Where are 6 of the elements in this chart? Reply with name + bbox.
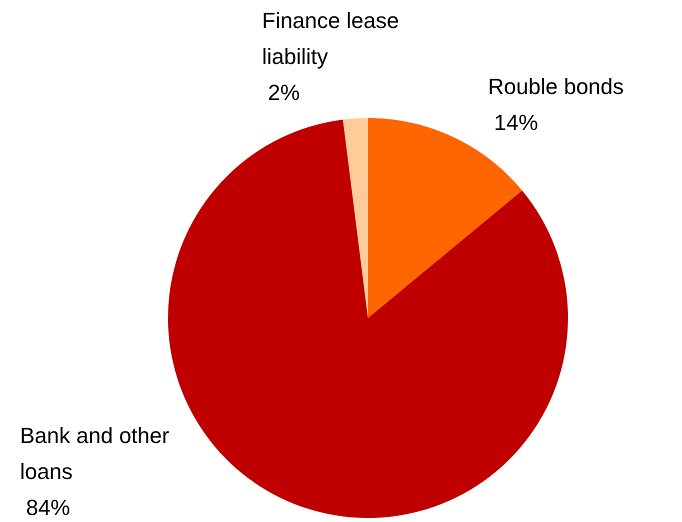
data-label: 2%	[268, 80, 300, 106]
data-label: 84%	[26, 495, 70, 520]
slice-label: Bank and other loans	[20, 423, 170, 484]
data-label: 14%	[494, 110, 538, 136]
slice-label: Rouble bonds	[488, 74, 624, 100]
slice-label: Finance lease liability	[262, 8, 399, 70]
